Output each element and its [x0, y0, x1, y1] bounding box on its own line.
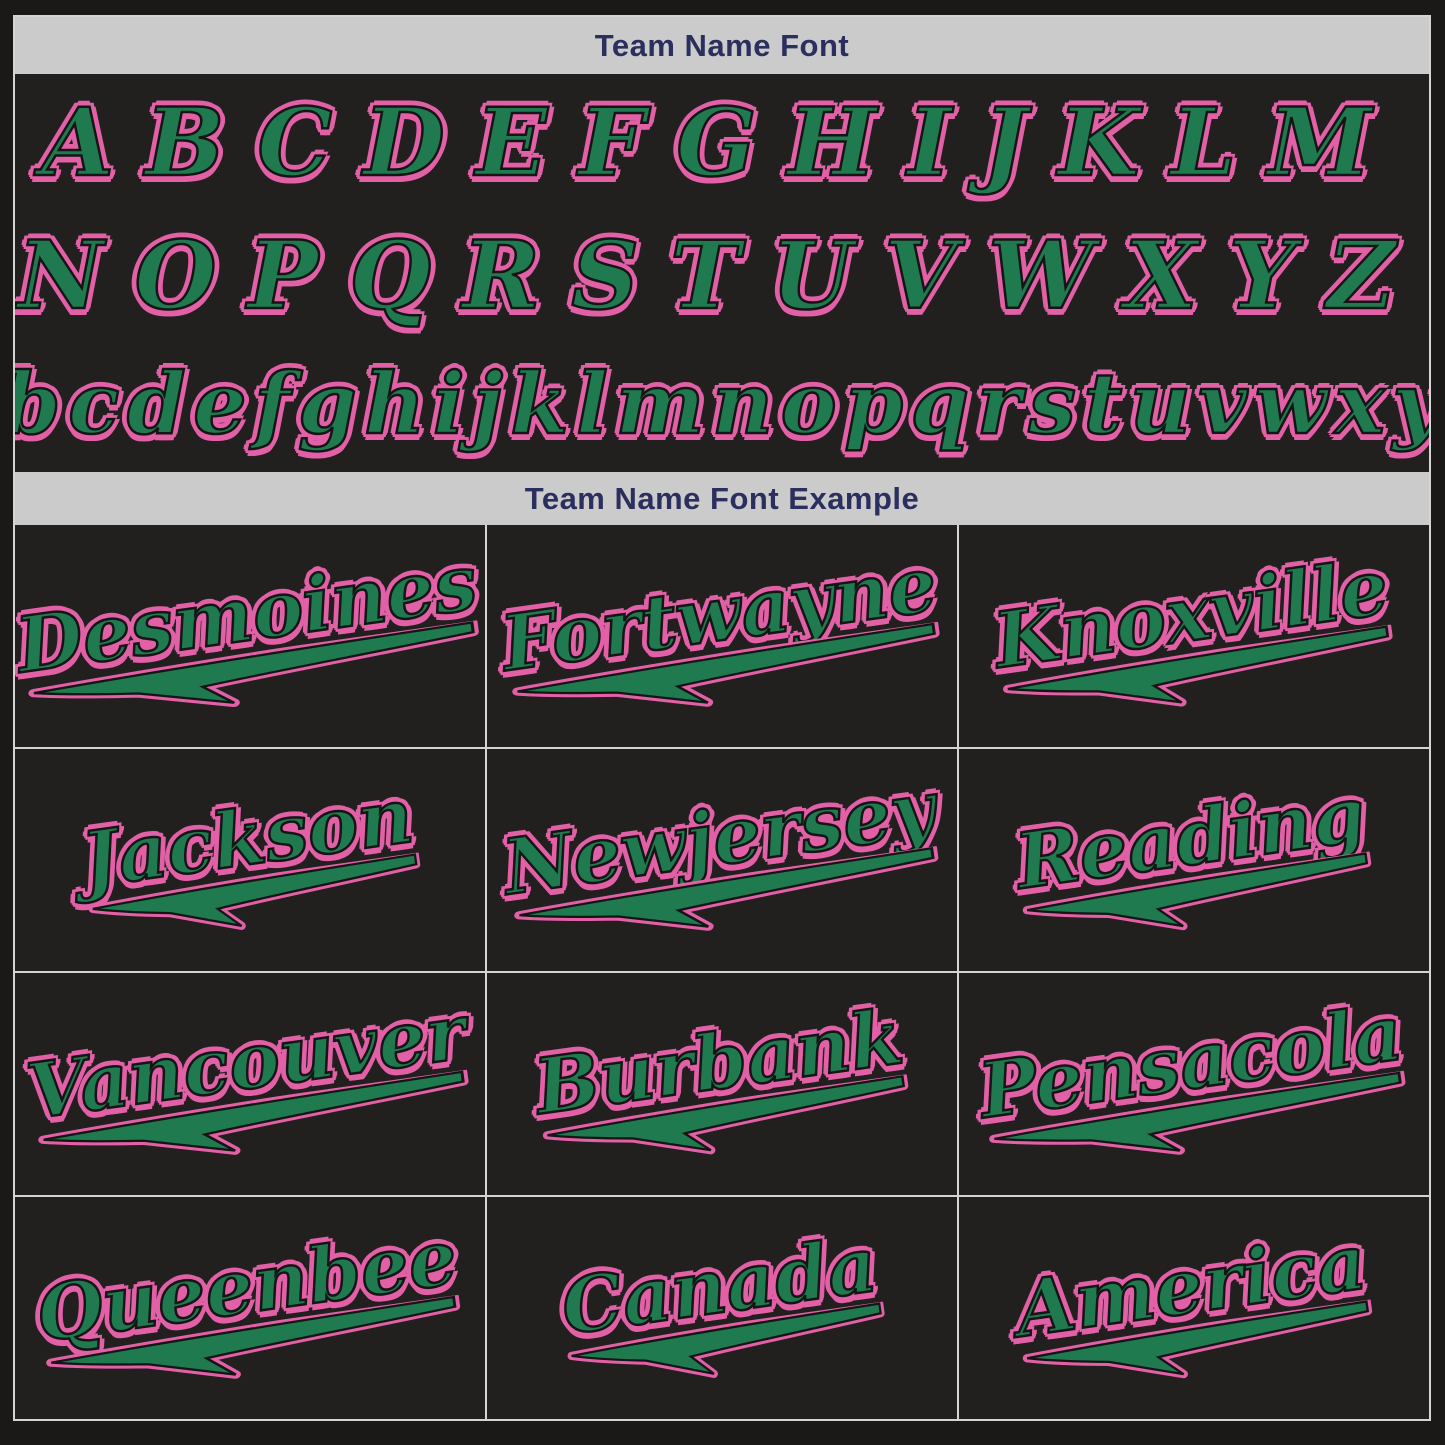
- team-name-font-title: Team Name Font: [594, 27, 850, 63]
- font-preview-panel: Team Name Font ABCDEFGHIJKLM NOPQRSTUVWX…: [13, 15, 1431, 1421]
- team-name-lockup: Pensacola: [959, 983, 1429, 1185]
- alphabet-uppercase-row-1: ABCDEFGHIJKLM: [40, 87, 1403, 198]
- example-cell-queenbee: Queenbee: [15, 1197, 485, 1419]
- example-cell-desmoines: Desmoines: [15, 525, 485, 747]
- example-cell-jackson: Jackson: [15, 749, 485, 971]
- team-name-lockup: Desmoines: [15, 532, 485, 740]
- example-grid: Desmoines Fortwayne Knoxville: [15, 525, 1429, 1419]
- swoosh-tail-icon: [38, 1069, 469, 1155]
- team-name-font-example-header: Team Name Font Example: [15, 472, 1429, 525]
- swoosh-tail-icon: [543, 1074, 909, 1155]
- example-cell-newjersey: Newjersey: [487, 749, 957, 971]
- swoosh-tail-icon: [46, 1294, 461, 1379]
- team-name-font-example-title: Team Name Font Example: [524, 480, 920, 516]
- team-name-lockup: Reading: [995, 764, 1394, 956]
- team-name-lockup: Fortwayne: [487, 534, 957, 738]
- example-cell-vancouver: Vancouver: [15, 973, 485, 1195]
- swoosh-tail-icon: [28, 620, 479, 707]
- alphabet-uppercase-row-2: NOPQRSTUVWXYZ: [16, 220, 1427, 331]
- example-cell-pensacola: Pensacola: [959, 973, 1429, 1195]
- example-cell-burbank: Burbank: [487, 973, 957, 1195]
- example-cell-knoxville: Knoxville: [959, 525, 1429, 747]
- example-cell-canada: Canada: [487, 1197, 957, 1419]
- swoosh-tail-icon: [567, 1301, 885, 1378]
- swoosh-tail-icon: [1023, 1299, 1373, 1379]
- swoosh-tail-icon: [513, 845, 938, 931]
- swoosh-tail-icon: [1023, 851, 1372, 931]
- swoosh-tail-icon: [1002, 624, 1393, 707]
- example-cell-fortwayne: Fortwayne: [487, 525, 957, 747]
- swoosh-tail-icon: [87, 852, 420, 931]
- example-cell-reading: Reading: [959, 749, 1429, 971]
- team-name-lockup: Burbank: [513, 987, 930, 1182]
- alphabet-lowercase-row: abcdefghijklmnopqrstuvwxyz: [15, 354, 1429, 454]
- team-name-lockup: Canada: [540, 1214, 905, 1401]
- example-cell-america: America: [959, 1197, 1429, 1419]
- alphabet-preview: ABCDEFGHIJKLM NOPQRSTUVWXYZ abcdefghijkl…: [15, 74, 1429, 472]
- team-name-lockup: Vancouver: [15, 982, 485, 1187]
- team-name-lockup: Queenbee: [15, 1207, 485, 1409]
- team-name-lockup: Knoxville: [972, 537, 1416, 735]
- team-name-lockup: Jackson: [60, 765, 441, 954]
- team-name-lockup: Newjersey: [487, 758, 957, 962]
- team-name-font-header: Team Name Font: [15, 17, 1429, 74]
- team-name-lockup: America: [994, 1212, 1394, 1404]
- swoosh-tail-icon: [989, 1070, 1406, 1155]
- swoosh-tail-icon: [512, 621, 940, 707]
